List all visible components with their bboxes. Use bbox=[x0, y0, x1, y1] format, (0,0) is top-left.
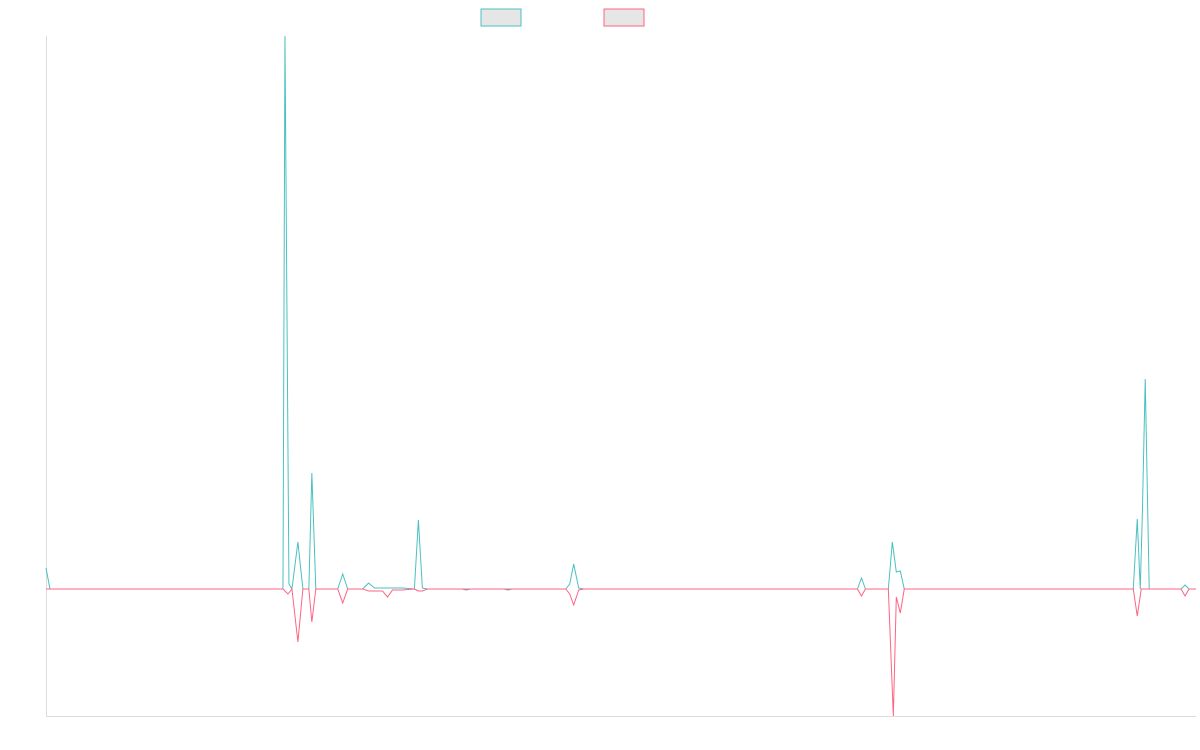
legend bbox=[480, 8, 645, 27]
series-layer bbox=[45, 35, 1196, 717]
series-line-1 bbox=[45, 35, 1196, 591]
series-line-2 bbox=[46, 587, 1196, 717]
legend-swatch-series-2[interactable] bbox=[603, 8, 645, 27]
legend-swatch-series-1[interactable] bbox=[480, 8, 522, 27]
